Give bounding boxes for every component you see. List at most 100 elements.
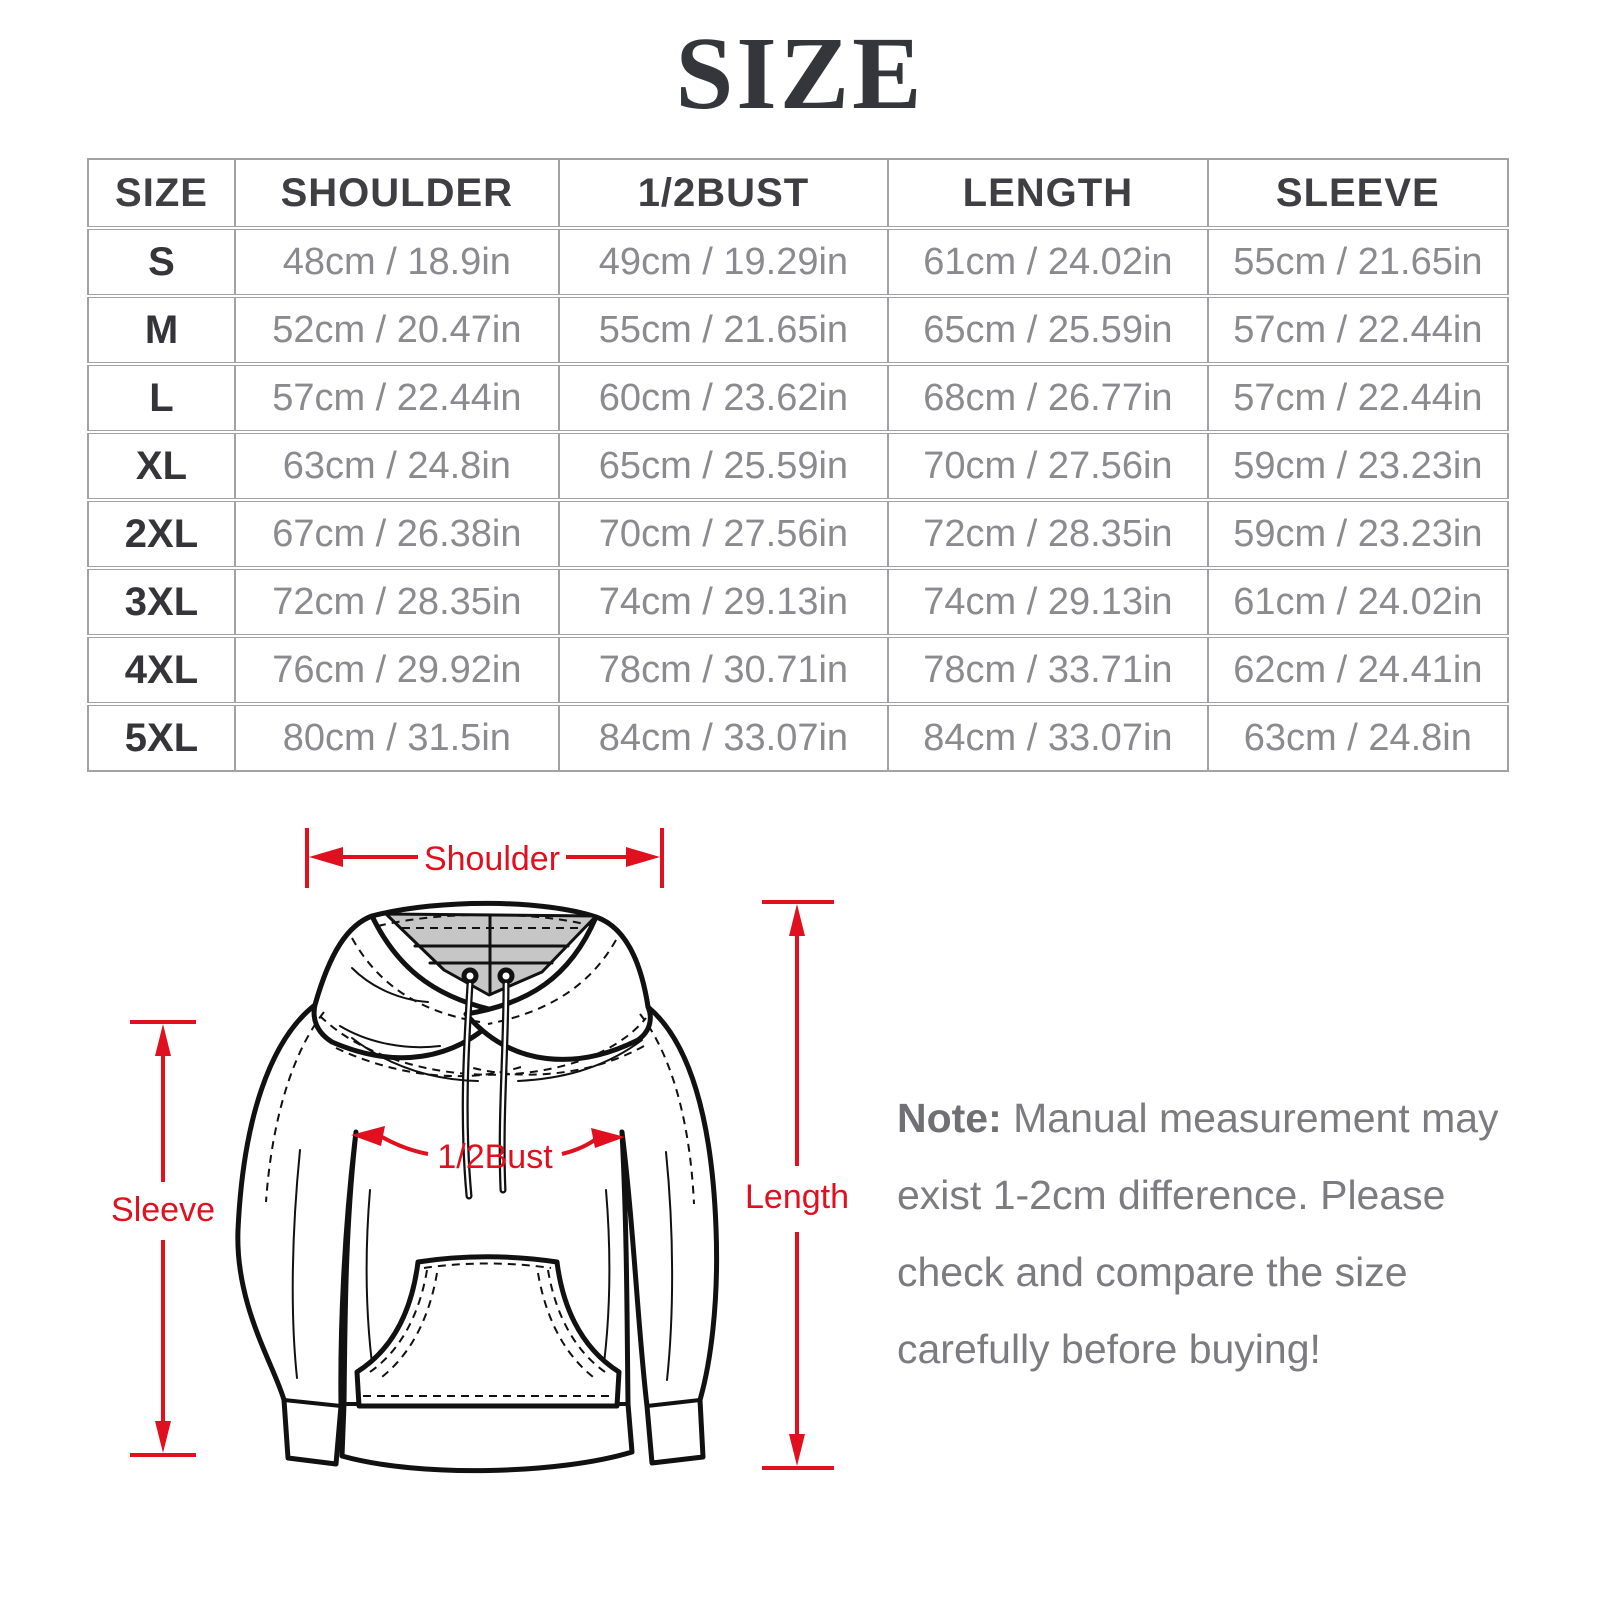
stitch-line bbox=[377, 1272, 438, 1381]
raglan-seam bbox=[265, 1011, 325, 1203]
measurement-cell: 65cm / 25.59in bbox=[887, 295, 1209, 366]
measurement-cell: 72cm / 28.35in bbox=[233, 567, 560, 638]
measurement-cell: 60cm / 23.62in bbox=[557, 363, 890, 434]
drawstring-highlight bbox=[463, 982, 472, 1198]
stitch-line bbox=[537, 1272, 598, 1381]
stitch-line bbox=[377, 913, 593, 927]
stitch-line bbox=[366, 1269, 428, 1375]
measurement-cell: 48cm / 18.9in bbox=[233, 227, 560, 298]
measurement-cell: 70cm / 27.56in bbox=[887, 431, 1209, 502]
stitch-line bbox=[423, 1262, 552, 1269]
measurement-cell: 72cm / 28.35in bbox=[887, 499, 1209, 570]
length-measure: Length bbox=[745, 900, 849, 1470]
measurement-cell: 78cm / 30.71in bbox=[557, 635, 890, 706]
cuff-seam bbox=[282, 1398, 343, 1408]
table-row: 2XL 67cm / 26.38in 70cm / 27.56in 72cm /… bbox=[87, 499, 1510, 570]
note-body: Manual measurement may exist 1-2cm diffe… bbox=[897, 1095, 1499, 1372]
size-label-cell: XL bbox=[87, 431, 236, 502]
page-title: SIZE bbox=[675, 16, 925, 131]
size-label-cell: M bbox=[87, 295, 236, 366]
arrowhead-right bbox=[591, 1128, 625, 1148]
measurement-cell: 55cm / 21.65in bbox=[1206, 227, 1510, 298]
stitch-line bbox=[547, 1269, 609, 1375]
measurement-cell: 57cm / 22.44in bbox=[233, 363, 560, 434]
note-text: Note: Manual measurement may exist 1-2cm… bbox=[897, 1080, 1505, 1388]
cuff-seam bbox=[645, 1398, 702, 1408]
crease-line bbox=[351, 967, 429, 1003]
shoulder-measure: Shoulder bbox=[305, 828, 664, 888]
kangaroo-pocket bbox=[354, 1254, 622, 1409]
sleeve-measure: Sleeve bbox=[111, 1020, 215, 1457]
measurement-cell: 52cm / 20.47in bbox=[233, 295, 560, 366]
crease-line bbox=[517, 1039, 643, 1082]
table-row: L 57cm / 22.44in 60cm / 23.62in 68cm / 2… bbox=[87, 363, 1510, 434]
measurement-cell: 84cm / 33.07in bbox=[557, 703, 890, 772]
sleeve-label: Sleeve bbox=[111, 1191, 215, 1229]
hood-interior bbox=[384, 912, 598, 997]
table-row: M 52cm / 20.47in 55cm / 21.65in 65cm / 2… bbox=[87, 295, 1510, 366]
table-row: XL 63cm / 24.8in 65cm / 25.59in 70cm / 2… bbox=[87, 431, 1510, 502]
measurement-cell: 57cm / 22.44in bbox=[1206, 295, 1510, 366]
bust-label: 1/2Bust bbox=[437, 1138, 553, 1176]
measurement-cell: 67cm / 26.38in bbox=[233, 499, 560, 570]
measurement-cell: 63cm / 24.8in bbox=[1206, 703, 1510, 772]
measurement-cell: 61cm / 24.02in bbox=[887, 227, 1209, 298]
arrowhead-up bbox=[155, 1024, 171, 1056]
measurement-cell: 76cm / 29.92in bbox=[233, 635, 560, 706]
measurement-cell: 70cm / 27.56in bbox=[557, 499, 890, 570]
pocket-outline bbox=[354, 1254, 622, 1409]
bust-measure: 1/2Bust bbox=[351, 1126, 625, 1176]
eyelet-hole bbox=[502, 972, 510, 980]
measure-line bbox=[561, 1137, 598, 1156]
measurement-cell: 74cm / 29.13in bbox=[557, 567, 890, 638]
measurement-diagram: Shoulder 1/2Bust Sleeve Length bbox=[111, 828, 849, 1474]
measurement-cell: 78cm / 33.71in bbox=[887, 635, 1209, 706]
arrowhead-left bbox=[351, 1126, 385, 1146]
arrowhead-left bbox=[309, 847, 343, 867]
size-label-cell: 2XL bbox=[87, 499, 236, 570]
table-row: S 48cm / 18.9in 49cm / 19.29in 61cm / 24… bbox=[87, 227, 1510, 298]
hoodie-illustration bbox=[235, 900, 720, 1474]
note-label: Note: bbox=[897, 1095, 1002, 1141]
size-label-cell: L bbox=[87, 363, 236, 434]
measurement-cell: 68cm / 26.77in bbox=[887, 363, 1209, 434]
size-table: SIZE SHOULDER 1/2BUST LENGTH SLEEVE S 48… bbox=[87, 158, 1510, 772]
arrowhead-right bbox=[626, 847, 660, 867]
stitch-line bbox=[351, 937, 481, 1023]
column-header-shoulder: SHOULDER bbox=[233, 158, 560, 230]
size-label-cell: 3XL bbox=[87, 567, 236, 638]
table-row: 4XL 76cm / 29.92in 78cm / 30.71in 78cm /… bbox=[87, 635, 1510, 706]
drawstrings bbox=[461, 967, 515, 1200]
crease-line bbox=[665, 1151, 674, 1381]
crease-line bbox=[291, 1149, 301, 1379]
column-header-sleeve: SLEEVE bbox=[1206, 158, 1510, 230]
size-label-cell: 5XL bbox=[87, 703, 236, 772]
measurement-cell: 55cm / 21.65in bbox=[557, 295, 890, 366]
measurement-annotations: Shoulder 1/2Bust Sleeve Length bbox=[111, 828, 849, 1470]
measurement-cell: 61cm / 24.02in bbox=[1206, 567, 1510, 638]
stitch-line bbox=[487, 939, 617, 1025]
size-table-header: SIZE SHOULDER 1/2BUST LENGTH SLEEVE bbox=[87, 158, 1510, 230]
column-header-size: SIZE bbox=[87, 158, 236, 230]
table-row: 5XL 80cm / 31.5in 84cm / 33.07in 84cm / … bbox=[87, 703, 1510, 772]
raglan-seam bbox=[639, 1013, 695, 1205]
table-row: 3XL 72cm / 28.35in 74cm / 29.13in 74cm /… bbox=[87, 567, 1510, 638]
measure-line bbox=[381, 1135, 429, 1156]
measurement-cell: 80cm / 31.5in bbox=[233, 703, 560, 772]
arrowhead-down bbox=[789, 1434, 805, 1466]
eyelet-hole bbox=[466, 972, 474, 980]
size-label-cell: S bbox=[87, 227, 236, 298]
measurement-cell: 59cm / 23.23in bbox=[1206, 499, 1510, 570]
size-label-cell: 4XL bbox=[87, 635, 236, 706]
measurement-cell: 84cm / 33.07in bbox=[887, 703, 1209, 772]
column-header-bust: 1/2BUST bbox=[557, 158, 890, 230]
arrowhead-up bbox=[789, 904, 805, 936]
measurement-cell: 62cm / 24.41in bbox=[1206, 635, 1510, 706]
measurement-cell: 65cm / 25.59in bbox=[557, 431, 890, 502]
measurement-cell: 74cm / 29.13in bbox=[887, 567, 1209, 638]
shoulder-label: Shoulder bbox=[424, 840, 560, 878]
crease-line bbox=[339, 1025, 441, 1049]
measurement-cell: 63cm / 24.8in bbox=[233, 431, 560, 502]
header-row: SIZE SHOULDER 1/2BUST LENGTH SLEEVE bbox=[87, 158, 1510, 230]
